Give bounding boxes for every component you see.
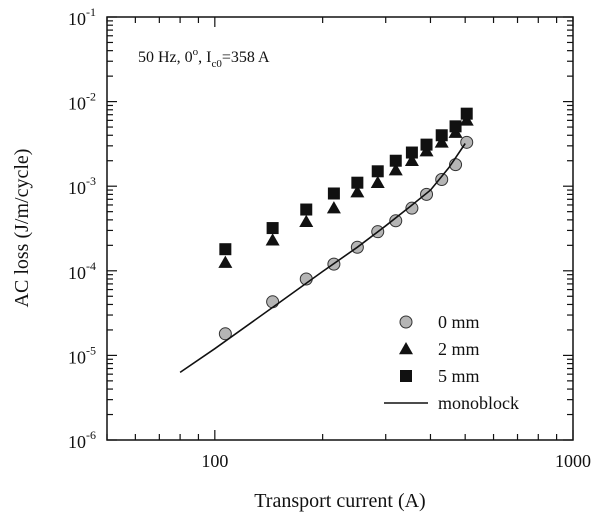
legend-swatch-0-mm xyxy=(399,315,413,329)
x-tick-label: 1000 xyxy=(555,451,591,471)
y-tick-label: 10-5 xyxy=(68,343,96,367)
data-point-0-mm xyxy=(266,295,280,309)
y-axis-label: AC loss (J/m/cycle) xyxy=(11,149,33,308)
data-point-5-mm xyxy=(389,154,402,167)
data-point-5-mm xyxy=(351,176,364,189)
y-tick-label: 10-4 xyxy=(68,259,96,283)
data-point-5-mm xyxy=(327,187,340,200)
data-point-5-mm xyxy=(460,107,473,120)
legend-label-2-mm: 2 mm xyxy=(438,339,480,359)
data-point-0-mm xyxy=(435,173,449,187)
y-tick-label: 10-6 xyxy=(68,428,96,452)
data-point-0-mm xyxy=(218,327,232,341)
legend-swatch-5-mm xyxy=(400,370,412,382)
legend-label-monoblock: monoblock xyxy=(438,393,519,413)
data-point-2-mm xyxy=(404,153,419,166)
data-point-5-mm xyxy=(300,203,313,216)
data-point-5-mm xyxy=(405,146,418,159)
x-axis-label: Transport current (A) xyxy=(254,490,425,512)
data-point-5-mm xyxy=(449,120,462,133)
plot-frame xyxy=(106,16,574,441)
data-point-5-mm xyxy=(371,165,384,178)
data-point-0-mm xyxy=(389,214,403,228)
series-5-mm xyxy=(219,107,473,256)
y-tick-label: 10-3 xyxy=(68,174,96,198)
data-point-5-mm xyxy=(420,138,433,151)
data-point-0-mm xyxy=(405,201,419,215)
data-point-5-mm xyxy=(219,243,232,256)
series-line-monoblock xyxy=(179,143,466,374)
legend-label-5-mm: 5 mm xyxy=(438,366,480,386)
series-layer xyxy=(179,107,474,374)
data-point-5-mm xyxy=(266,222,279,235)
y-tick-label: 10-1 xyxy=(68,5,96,29)
data-point-2-mm xyxy=(370,175,385,188)
y-axis-ticks: 10-6 10-5 10-4 10-3 10-2 10-1 xyxy=(68,5,573,452)
legend-label-0-mm: 0 mm xyxy=(438,312,480,332)
x-tick-label: 100 xyxy=(201,451,228,471)
series-0-mm xyxy=(218,135,474,341)
data-point-2-mm xyxy=(218,255,233,268)
data-point-2-mm xyxy=(299,214,314,228)
data-point-5-mm xyxy=(435,129,448,142)
series-monoblock xyxy=(179,143,466,374)
data-point-2-mm xyxy=(434,135,449,148)
legend: 0 mm 2 mm 5 mm monoblock xyxy=(384,312,519,413)
series-2-mm xyxy=(218,113,474,268)
x-axis-ticks: 100 1000 xyxy=(106,17,591,471)
y-tick-label: 10-2 xyxy=(68,90,96,114)
data-point-2-mm xyxy=(265,233,280,246)
data-point-2-mm xyxy=(350,185,365,198)
data-point-2-mm xyxy=(326,201,341,214)
legend-swatch-2-mm xyxy=(399,342,413,355)
annotation: 50 Hz, 0o, Ic0=358 A xyxy=(138,46,270,70)
data-point-2-mm xyxy=(388,163,403,176)
